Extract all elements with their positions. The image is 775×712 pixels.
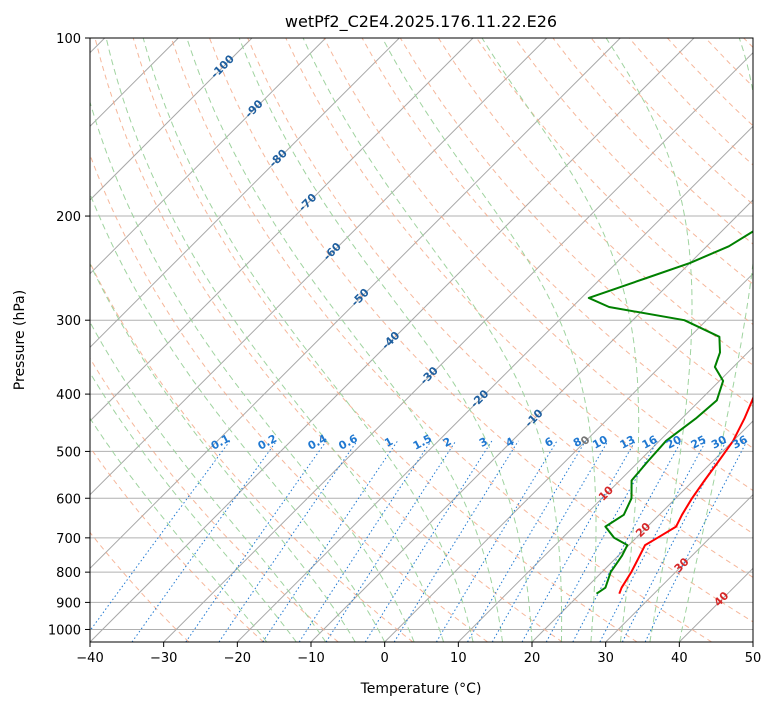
x-tick-label: 10 [450, 651, 467, 666]
x-tick-label: 40 [671, 651, 688, 666]
y-tick-label: 700 [56, 532, 81, 547]
y-tick-label: 500 [56, 445, 81, 460]
y-tick-label: 600 [56, 492, 81, 507]
y-tick-label: 400 [56, 388, 81, 403]
y-axis-label: Pressure (hPa) [12, 290, 28, 390]
x-axis-label: Temperature (°C) [360, 681, 482, 697]
y-tick-label: 300 [56, 314, 81, 329]
y-tick-label: 800 [56, 566, 81, 581]
y-tick-label: 1000 [48, 623, 81, 638]
x-tick-label: 0 [381, 651, 389, 666]
x-tick-label: 30 [597, 651, 614, 666]
x-tick-label: −30 [150, 651, 177, 666]
chart-title: wetPf2_C2E4.2025.176.11.22.E26 [285, 12, 557, 32]
y-tick-label: 100 [56, 32, 81, 47]
x-tick-label: 50 [745, 651, 762, 666]
x-tick-label: −10 [297, 651, 324, 666]
x-tick-label: −20 [224, 651, 251, 666]
x-tick-label: 20 [524, 651, 541, 666]
x-tick-label: −40 [76, 651, 103, 666]
y-tick-label: 200 [56, 210, 81, 225]
y-tick-label: 900 [56, 596, 81, 611]
